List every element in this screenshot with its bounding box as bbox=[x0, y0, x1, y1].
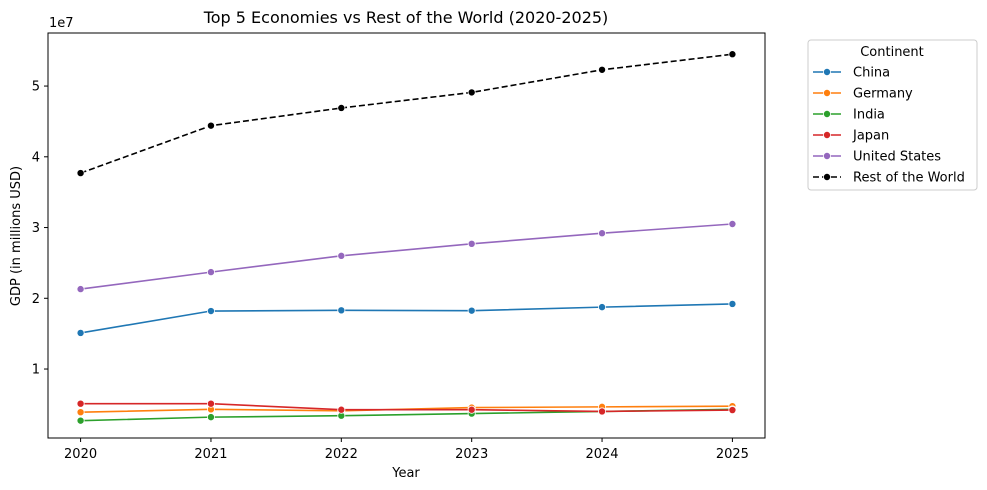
legend-label-rest-of-the-world: Rest of the World bbox=[853, 171, 965, 186]
y-tick-label: 1 bbox=[32, 363, 40, 378]
legend-marker-japan bbox=[823, 130, 832, 139]
data-point-china bbox=[206, 307, 215, 316]
legend-label-india: India bbox=[853, 108, 885, 123]
data-point-rest-of-the-world bbox=[76, 169, 85, 178]
legend-title: Continent bbox=[860, 45, 924, 60]
y-axis-offset-label: 1e7 bbox=[49, 16, 74, 31]
legend-box bbox=[807, 39, 978, 191]
legend-marker-united-states bbox=[823, 151, 832, 160]
y-tick-label: 5 bbox=[32, 80, 40, 95]
data-point-united-states bbox=[76, 285, 85, 294]
data-point-japan bbox=[598, 407, 607, 416]
x-tick-label: 2023 bbox=[455, 447, 488, 462]
legend: Continent China Germany India Japan United S… bbox=[807, 39, 978, 191]
data-point-united-states bbox=[206, 268, 215, 277]
data-point-rest-of-the-world bbox=[598, 65, 607, 74]
y-tick-label: 3 bbox=[32, 221, 40, 236]
data-point-india bbox=[76, 416, 85, 425]
data-point-india bbox=[206, 413, 215, 422]
data-point-united-states bbox=[728, 220, 737, 229]
legend-marker-germany bbox=[823, 89, 832, 98]
series-layer bbox=[76, 50, 737, 425]
data-point-japan bbox=[337, 405, 346, 414]
series-line-japan bbox=[80, 402, 733, 413]
x-axis-label: Year bbox=[391, 466, 420, 481]
legend-label-japan: Japan bbox=[852, 129, 889, 144]
y-axis: 1 2 3 4 5 bbox=[32, 80, 48, 378]
series-line-rest-of-the-world bbox=[80, 53, 733, 174]
y-tick-label: 2 bbox=[32, 292, 40, 307]
data-point-united-states bbox=[337, 251, 346, 260]
legend-marker-china bbox=[823, 68, 832, 77]
x-tick-label: 2020 bbox=[64, 447, 97, 462]
series-line-china bbox=[80, 303, 733, 334]
data-point-china bbox=[728, 299, 737, 308]
data-point-japan bbox=[728, 406, 737, 415]
plot-area bbox=[47, 32, 766, 439]
chart-title: Top 5 Economies vs Rest of the World (20… bbox=[203, 8, 609, 27]
x-axis: 2020 2021 2022 2023 2024 2025 bbox=[64, 438, 749, 462]
data-point-germany bbox=[76, 408, 85, 417]
data-point-japan bbox=[76, 399, 85, 408]
data-point-japan bbox=[206, 399, 215, 408]
y-tick-label: 4 bbox=[32, 150, 40, 165]
data-point-china bbox=[337, 306, 346, 315]
x-tick-label: 2022 bbox=[325, 447, 358, 462]
data-point-china bbox=[467, 306, 476, 315]
y-axis-label: GDP (in millions USD) bbox=[9, 166, 24, 306]
series-line-united-states bbox=[80, 223, 733, 290]
legend-label-germany: Germany bbox=[853, 87, 913, 102]
x-tick-label: 2025 bbox=[716, 447, 749, 462]
data-point-rest-of-the-world bbox=[728, 50, 737, 59]
data-point-united-states bbox=[598, 229, 607, 238]
legend-label-united-states: United States bbox=[853, 150, 941, 165]
data-point-rest-of-the-world bbox=[467, 88, 476, 97]
legend-items: China Germany India Japan United States Rest … bbox=[813, 66, 965, 186]
data-point-rest-of-the-world bbox=[206, 121, 215, 130]
data-point-china bbox=[76, 328, 85, 337]
x-tick-label: 2024 bbox=[585, 447, 618, 462]
data-point-china bbox=[598, 303, 607, 312]
data-point-rest-of-the-world bbox=[337, 103, 346, 112]
x-tick-label: 2021 bbox=[194, 447, 227, 462]
data-point-japan bbox=[467, 405, 476, 414]
legend-marker-rest-of-the-world bbox=[823, 172, 832, 181]
legend-label-china: China bbox=[853, 66, 890, 81]
legend-marker-india bbox=[823, 110, 832, 119]
data-point-united-states bbox=[467, 239, 476, 248]
